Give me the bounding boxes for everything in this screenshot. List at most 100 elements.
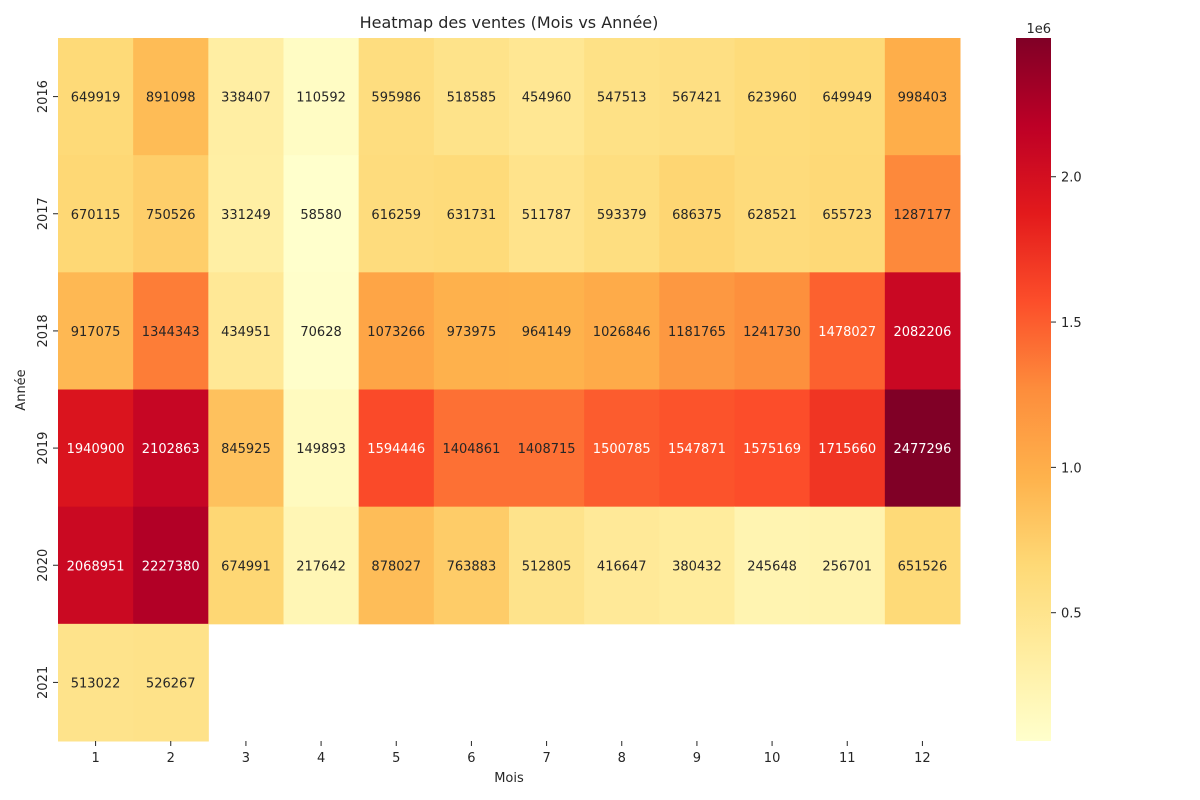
heatmap-cell [509,506,585,625]
heatmap-cell [208,506,284,625]
cell-value-label: 1344343 [142,325,200,340]
cell-value-label: 149893 [296,442,346,457]
cell-value-label: 998403 [898,91,948,106]
cell-value-label: 1575169 [743,442,801,457]
cell-value-label: 593379 [597,208,647,223]
x-tick-label: 5 [392,751,400,766]
y-tick-label: 2018 [36,314,51,347]
x-tick-label: 8 [618,751,626,766]
cell-value-label: 2082206 [893,325,951,340]
heatmap-cell [659,506,735,625]
heatmap-cell [208,38,284,156]
y-tick-label: 2020 [36,549,51,582]
cell-value-label: 1500785 [593,442,651,457]
heatmap-cell [584,272,660,390]
heatmap-cell [509,389,585,508]
heatmap-cell [809,506,886,625]
cell-value-label: 623960 [747,91,797,106]
heatmap-cell [433,155,510,273]
heatmap-cell [358,155,435,273]
cell-value-label: 526267 [146,676,196,691]
cell-value-label: 1547871 [668,442,726,457]
heatmap-cell [433,506,510,625]
colorbar-scale-label: 1e6 [1026,22,1051,37]
cell-value-label: 1026846 [593,325,651,340]
heatmap-cell [584,155,660,273]
heatmap-cell [283,38,360,156]
cell-value-label: 1073266 [367,325,425,340]
heatmap-cell [58,38,134,156]
x-axis-label: Mois [494,771,524,786]
cell-value-label: 567421 [672,91,722,106]
heatmap-cell [584,389,660,508]
cell-value-label: 845925 [221,442,271,457]
x-tick-label: 4 [317,751,325,766]
cell-value-label: 1940900 [67,442,125,457]
cell-value-label: 964149 [522,325,572,340]
cell-value-label: 110592 [296,91,346,106]
y-tick-label: 2021 [36,666,51,699]
cell-value-label: 628521 [747,208,797,223]
x-axis-ticks: 1 2 3 4 5 6 7 8 9 10 11 12 [91,741,931,766]
cell-value-label: 649919 [71,91,121,106]
cell-value-label: 518585 [447,91,497,106]
cell-value-label: 513022 [71,676,121,691]
cell-value-label: 616259 [371,208,421,223]
heatmap-cell [884,272,961,390]
heatmap-cell [884,389,961,508]
cell-value-label: 2477296 [893,442,951,457]
heatmap-cell [208,389,284,508]
heatmap-cell [283,272,360,390]
cell-value-label: 2227380 [142,559,200,574]
cell-value-label: 454960 [522,91,572,106]
cell-value-label: 2102863 [142,442,200,457]
cell-value-label: 245648 [747,559,797,574]
heatmap-cell [358,389,435,508]
colorbar-tick-label: 1.0 [1061,461,1082,476]
heatmap-cell [884,155,961,273]
cell-value-label: 595986 [371,91,421,106]
cell-value-label: 670115 [71,208,121,223]
chart-title: Heatmap des ventes (Mois vs Année) [360,13,659,32]
heatmap-cells: 649919 891098 338407 110592 595986 518585 4549… [58,38,961,742]
heatmap-cell [809,272,886,390]
heatmap-cell [734,272,811,390]
x-tick-label: 7 [542,751,550,766]
heatmap-cell [659,38,735,156]
heatmap-cell [208,155,284,273]
heatmap-cell [509,272,585,390]
cell-value-label: 1181765 [668,325,726,340]
cell-value-label: 512805 [522,559,572,574]
heatmap-cell [433,272,510,390]
heatmap-cell [809,155,886,273]
cell-value-label: 416647 [597,559,647,574]
cell-value-label: 763883 [447,559,497,574]
cell-value-label: 434951 [221,325,271,340]
x-tick-label: 1 [91,751,99,766]
cell-value-label: 750526 [146,208,196,223]
heatmap-cell [734,155,811,273]
heatmap-cell [58,389,134,508]
cell-value-label: 631731 [447,208,497,223]
colorbar-tick-label: 1.5 [1061,316,1082,331]
cell-value-label: 649949 [822,91,872,106]
cell-value-label: 511787 [522,208,572,223]
cell-value-label: 2068951 [67,559,125,574]
heatmap-cell [809,38,886,156]
x-tick-label: 10 [764,751,781,766]
cell-value-label: 380432 [672,559,722,574]
heatmap-cell [58,272,134,390]
cell-value-label: 973975 [447,325,497,340]
y-tick-label: 2019 [36,432,51,465]
heatmap-cell [133,38,209,156]
heatmap-cell [358,506,435,625]
cell-value-label: 217642 [296,559,346,574]
cell-value-label: 917075 [71,325,121,340]
cell-value-label: 1241730 [743,325,801,340]
heatmap-cell [659,272,735,390]
heatmap-cell [509,155,585,273]
cell-value-label: 338407 [221,91,271,106]
heatmap-cell [884,506,961,625]
